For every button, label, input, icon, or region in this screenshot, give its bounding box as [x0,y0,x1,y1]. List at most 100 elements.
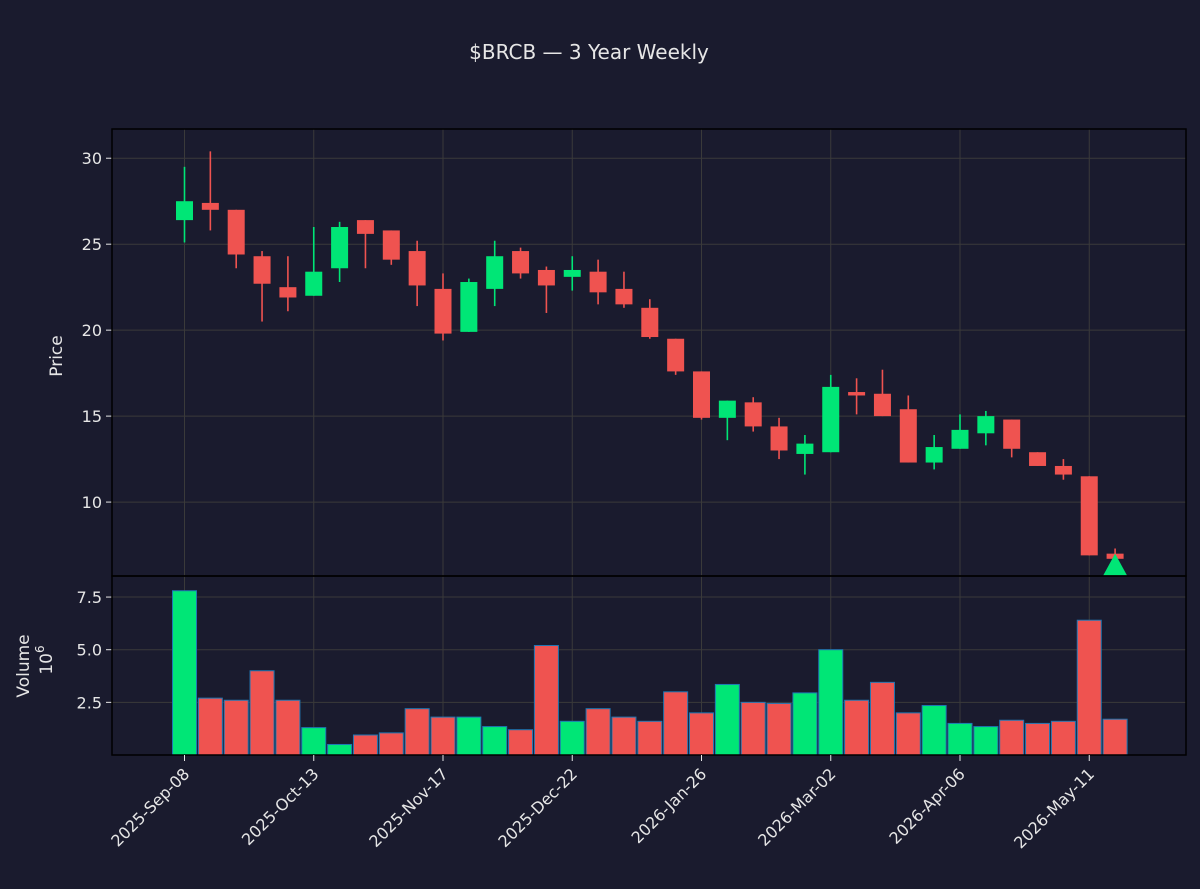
candle-body [848,392,866,396]
candle-body [460,282,478,332]
x-tick-label: 2025-Sep-08 [107,764,193,850]
price-axis-label: Price [47,335,67,376]
price-tick-label: 20 [82,321,102,340]
x-tick-label: 2026-May-11 [1010,764,1098,852]
x-tick-label: 2026-Jan-26 [627,764,710,847]
volume-bar [275,699,301,756]
candle-body [331,226,349,269]
candle-body [796,443,814,454]
volume-bar [766,702,792,756]
volume-bar [223,699,249,756]
volume-bar [1025,722,1051,756]
signal-triangle-marker [1103,553,1128,576]
x-tick-label: 2026-Mar-02 [754,764,839,849]
candle-body [589,271,607,293]
candle-body [512,251,530,274]
volume-bar [947,722,973,756]
volume-bar [714,683,740,756]
candle-body [305,271,323,296]
volume-bar [301,727,327,756]
volume-bar [430,716,456,756]
chart-title: $BRCB — 3 Year Weekly [469,40,709,64]
candle-body [408,251,426,286]
candle-body [537,269,555,286]
x-tick-label: 2025-Nov-17 [365,764,452,851]
volume-bar [689,712,714,756]
volume-multiplier-label: 106 [33,645,57,674]
candle-body [176,201,193,221]
volume-bar [378,732,404,756]
volume-bar [844,699,870,756]
candle-body [951,429,969,449]
volume-bar [172,590,197,756]
volume-bar [792,692,818,756]
price-tick-label: 10 [82,493,102,512]
candle-body [667,338,685,372]
volume-bar [818,649,844,756]
x-tick-label: 2025-Oct-13 [238,764,323,849]
volume-axes-frame [111,575,1187,756]
candle-body [563,269,581,277]
candle-body [434,288,452,334]
candle-body [873,393,891,417]
candle-body [899,409,917,463]
candle-body [1080,476,1098,556]
volume-bar [404,708,430,756]
candles-layer [176,151,1128,576]
volume-bar [740,701,766,756]
volume-axis-label: Volume [14,634,34,697]
volume-bar [1050,720,1076,756]
volume-bar [895,712,921,756]
candle-body [253,256,271,284]
price-tick-label: 30 [82,149,102,168]
volume-bar [533,644,559,756]
volume-bar [973,726,999,756]
volume-bar [999,719,1025,756]
volume-bar [663,691,689,756]
candle-body [279,287,297,298]
volume-bar [559,720,585,756]
volume-tick-label: 2.5 [77,693,102,712]
volume-bar [352,734,378,756]
volume-bar [637,720,663,756]
x-tick-label: 2026-Apr-06 [885,764,968,847]
candle-body [925,447,943,463]
price-axes-frame [111,128,1187,577]
candle-body [615,288,633,305]
volume-bar [508,729,534,756]
volume-tick-label: 7.5 [77,588,102,607]
candle-body [356,220,374,234]
x-tick-label: 2025-Dec-22 [494,764,581,851]
volume-bar [482,726,508,756]
volume-bar [869,681,895,756]
candle-body [744,402,762,427]
price-tick-label: 15 [82,407,102,426]
price-grid [112,129,1186,576]
candle-body [718,400,736,418]
volume-bar [456,716,482,756]
volume-multiplier-exponent: 6 [33,645,47,653]
volume-tick-label: 5.0 [77,641,102,660]
axes-layer [106,128,1187,761]
volume-multiplier-base: 10 [37,653,57,675]
candle-body [641,307,659,338]
volume-bar [1076,619,1102,756]
volume-bar [921,705,947,756]
volume-bar [249,670,275,756]
candle-body [770,426,788,451]
candle-body [1054,465,1072,475]
candle-body [486,256,504,289]
candle-body [201,202,219,210]
candle-body [227,209,245,255]
candle-body [693,371,710,418]
volume-bar [1102,718,1128,756]
volume-bar [611,716,637,756]
candle-body [382,230,400,260]
candle-body [1003,419,1021,449]
volume-bar [585,708,611,756]
candle-body [1029,452,1047,466]
volume-bars-layer [172,590,1128,756]
candle-body [977,416,995,434]
